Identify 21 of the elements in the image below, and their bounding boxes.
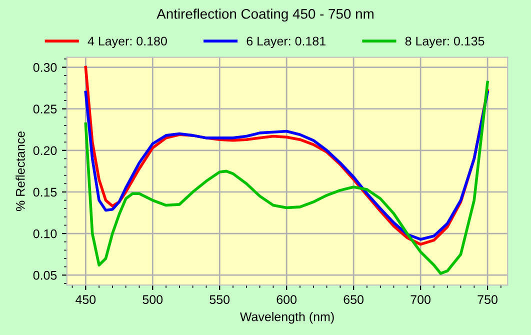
y-tick-label: 0.15 [33,188,57,197]
y-tick-label: 0.20 [33,146,57,156]
x-tick-label: 700 [410,295,430,304]
line-series [84,80,489,275]
y-tick-label: 0.10 [33,229,57,238]
x-tick-label: 550 [210,295,230,304]
x-tick-label: 500 [142,295,163,304]
x-tick-label: 450 [76,295,96,304]
legend-label: 8 Layer: 0.135 [405,36,484,48]
x-tick-label: 600 [276,295,297,304]
legend-label: 6 Layer: 0.181 [246,36,326,48]
legend-label: 4 Layer: 0.180 [88,36,167,48]
y-axis-title: % Reflectance [16,131,25,212]
x-axis-title: Wavelength (nm) [240,312,334,324]
x-tick-label: 750 [478,295,498,304]
chart-title: Antireflection Coating 450 - 750 nm [156,8,374,22]
line-series [84,90,489,241]
y-tick-label: 0.30 [33,63,57,72]
x-tick-label: 650 [344,295,364,304]
y-tick-label: 0.25 [33,104,57,114]
y-tick-label: 0.05 [33,270,57,280]
